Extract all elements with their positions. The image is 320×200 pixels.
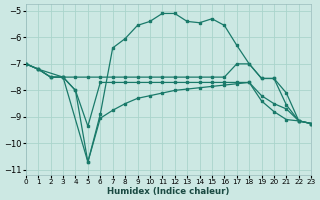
X-axis label: Humidex (Indice chaleur): Humidex (Indice chaleur): [107, 187, 230, 196]
